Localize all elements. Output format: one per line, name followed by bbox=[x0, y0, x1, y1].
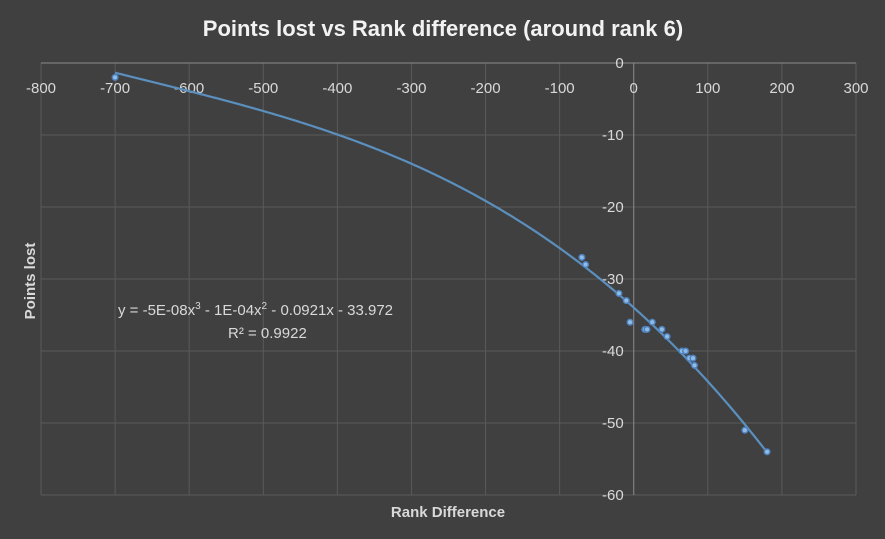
r-squared-label: R² = 0.9922 bbox=[228, 325, 307, 342]
data-point bbox=[658, 325, 666, 333]
data-point bbox=[622, 297, 630, 305]
y-tick-label: -50 bbox=[602, 415, 624, 432]
y-axis-title: Points lost bbox=[22, 243, 39, 320]
data-point bbox=[643, 325, 651, 333]
y-tick-label: 0 bbox=[615, 55, 623, 72]
equation-prefix: y = -5E-08x bbox=[118, 302, 196, 319]
data-point bbox=[626, 318, 634, 326]
x-tick-label: 100 bbox=[695, 80, 720, 97]
y-tick-labels: 0 -10 -20 -30 -40 -50 -60 bbox=[602, 55, 624, 504]
data-point bbox=[690, 361, 699, 369]
x-tick-label: 0 bbox=[630, 80, 638, 97]
x-tick-label: -200 bbox=[471, 80, 501, 97]
y-tick-label: -60 bbox=[602, 487, 624, 504]
data-point bbox=[578, 253, 586, 261]
y-tick-label: -20 bbox=[602, 199, 624, 216]
data-point bbox=[689, 354, 697, 362]
x-tick-label: 200 bbox=[769, 80, 794, 97]
x-tick-label: -300 bbox=[396, 80, 426, 97]
data-points bbox=[111, 73, 771, 456]
x-tick-label: -100 bbox=[545, 80, 575, 97]
y-tick-label: -10 bbox=[602, 127, 624, 144]
equation-middle: - 1E-04x bbox=[201, 302, 262, 319]
x-tick-labels: -800 -700 -600 -500 -400 -300 -200 -100 0 100 200 3… bbox=[26, 80, 869, 97]
x-axis-title: Rank Difference bbox=[391, 504, 505, 521]
data-point bbox=[663, 333, 671, 341]
x-tick-label: -800 bbox=[26, 80, 56, 97]
x-tick-label: -500 bbox=[248, 80, 278, 97]
equation-suffix: - 0.0921x - 33.972 bbox=[267, 302, 393, 319]
trendline-group bbox=[114, 71, 768, 454]
data-point bbox=[741, 426, 749, 434]
x-tick-label: 300 bbox=[843, 80, 868, 97]
gridlines bbox=[40, 63, 857, 496]
data-point bbox=[111, 73, 119, 81]
trendline-equation: y = -5E-08x3 - 1E-04x2 - 0.0921x - 33.97… bbox=[118, 301, 393, 319]
y-tick-label: -40 bbox=[602, 343, 624, 360]
y-tick-label: -30 bbox=[602, 271, 624, 288]
data-point bbox=[648, 318, 656, 326]
x-tick-label: -700 bbox=[100, 80, 130, 97]
data-point bbox=[682, 347, 690, 355]
data-point bbox=[763, 448, 771, 456]
x-tick-label: -400 bbox=[322, 80, 352, 97]
data-point bbox=[582, 261, 590, 269]
equation-exponent-3: 3 bbox=[195, 301, 201, 312]
polynomial-trendline bbox=[114, 71, 768, 454]
data-point bbox=[615, 289, 623, 297]
axes bbox=[41, 62, 856, 495]
chart-title: Points lost vs Rank difference (around r… bbox=[203, 16, 683, 41]
equation-exponent-2: 2 bbox=[262, 301, 268, 312]
